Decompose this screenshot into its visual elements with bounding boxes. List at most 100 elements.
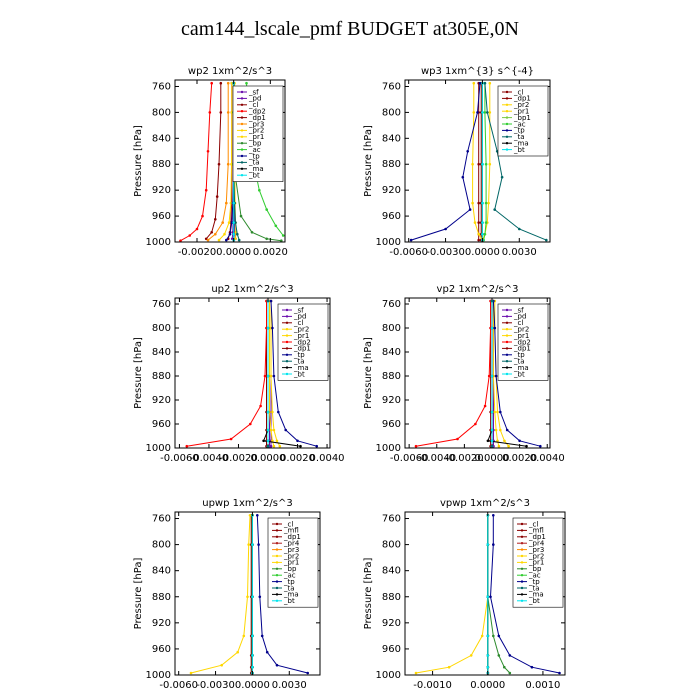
y-tick-label: 960 [152,419,171,430]
y-tick-label: 920 [382,395,401,406]
x-tick-label: -0.0020 [178,247,217,258]
legend-marker-dp2 [240,110,244,113]
series-point-pr3 [226,81,230,85]
y-tick-label: 1000 [376,670,401,681]
plot-frame [404,511,566,676]
legend-label-ac: _ac [283,572,296,580]
series-point-ma [262,439,265,443]
legend-marker-ma [520,593,524,596]
series-line-tp [410,83,481,241]
legend-marker-bp [240,142,244,145]
series-point-tp [494,374,498,378]
y-tick-label: 880 [152,592,171,603]
legend-label-dp2: _dp2 [513,338,531,346]
x-tick-label: 0.0030 [502,247,537,258]
legend-marker-tp [240,154,244,158]
legend-marker-pr2 [275,554,279,558]
y-tick-label: 920 [152,185,171,196]
series-point-dp2 [483,404,487,408]
series-point-tp [265,650,269,654]
series-point-bt [490,326,494,330]
series-point-ta [236,232,239,236]
series-point-ta [486,111,489,114]
series-point-bt [486,665,490,669]
legend-marker-dp1 [240,116,244,119]
legend-label-pr2: _pr2 [513,326,529,334]
series-point-dp2 [185,444,189,448]
legend-box [232,85,284,182]
legend-label-ma: _ma [293,364,309,372]
legend-label-pr3: _pr3 [528,546,544,554]
legend-marker-bt [520,599,524,602]
series-point-ac [484,162,488,166]
legend-marker-pr3 [520,548,524,551]
x-tick-label: 0.0040 [530,453,565,464]
y-tick-label: 960 [382,211,401,222]
series-point-dp2 [263,374,267,378]
series-point-dp2 [414,444,418,448]
y-tick-label: 760 [152,81,171,92]
series-point-pr3 [221,221,224,224]
series-line-pr2 [415,515,489,674]
legend-label-ac: _ac [513,120,526,128]
y-tick-label: 800 [382,540,401,551]
series-point-bt [481,221,484,224]
legend-marker-pr2 [505,328,509,331]
series-point-tp [493,326,497,330]
chart-panel-2: wp3 1xm^{3} s^{-4} Pressure [hPa] 760 800 84… [363,66,551,258]
legend-marker-cl [285,321,289,324]
legend-label-sf: _sf [293,306,304,314]
y-tick-label: 1000 [376,237,401,248]
series-point-bp [492,634,495,638]
y-tick-label: 840 [152,566,171,577]
series-point-ta [493,208,497,211]
series-point-pr2 [471,162,474,166]
legend-marker-ac [240,148,244,151]
legend-label-sf: _sf [513,306,524,314]
series-point-pr2 [472,81,476,85]
series-point-pr2 [242,634,246,638]
series-point-tp [466,150,470,153]
legend-label-sf: _sf [248,88,259,96]
series-point-bp [239,214,243,218]
series-line-pr3 [207,83,229,241]
series-point-ac [483,111,487,114]
y-tick-label: 800 [152,107,171,118]
series-point-pr1 [487,201,490,205]
legend-label-ta: _ta [248,159,260,167]
series-point-dp1 [215,195,219,198]
series-point-pr2 [223,232,226,236]
series-point-dp2 [210,81,213,85]
series-point-bt [490,410,494,414]
legend-marker-bp1 [505,116,509,119]
legend-marker-tp [505,129,509,132]
series-point-pr2 [496,410,499,414]
legend-label-cl: _cl [283,520,293,528]
series-point-bt [481,162,484,166]
panel-title: wp2 1xm^2/s^3 [188,66,272,77]
y-axis-label: Pressure [hPa] [133,558,144,630]
legend-marker-tp [505,353,509,356]
legend-label-pr1: _pr1 [513,332,529,340]
legend-marker-tp [275,580,279,583]
series-point-ma [525,444,528,448]
legend-marker-pr2 [520,554,524,558]
y-tick-label: 840 [152,133,171,144]
y-axis-label: Pressure [hPa] [363,558,374,630]
y-tick-label: 800 [152,323,171,334]
series-point-pr1 [493,410,497,414]
legend-marker-ta [275,586,279,590]
series-point-ac [484,201,488,205]
legend-label-ac: _ac [248,146,261,154]
series-point-tp [255,514,259,517]
legend-marker-sf [505,308,509,312]
legend-marker-ma [285,366,289,369]
legend-label-tp: _tp [248,152,260,160]
y-tick-label: 840 [382,347,401,358]
series-point-bp [265,237,269,241]
series-point-tp [505,428,509,432]
y-tick-label: 960 [152,644,171,655]
x-tick-label: 0.0040 [310,453,345,464]
y-tick-label: 840 [152,347,171,358]
